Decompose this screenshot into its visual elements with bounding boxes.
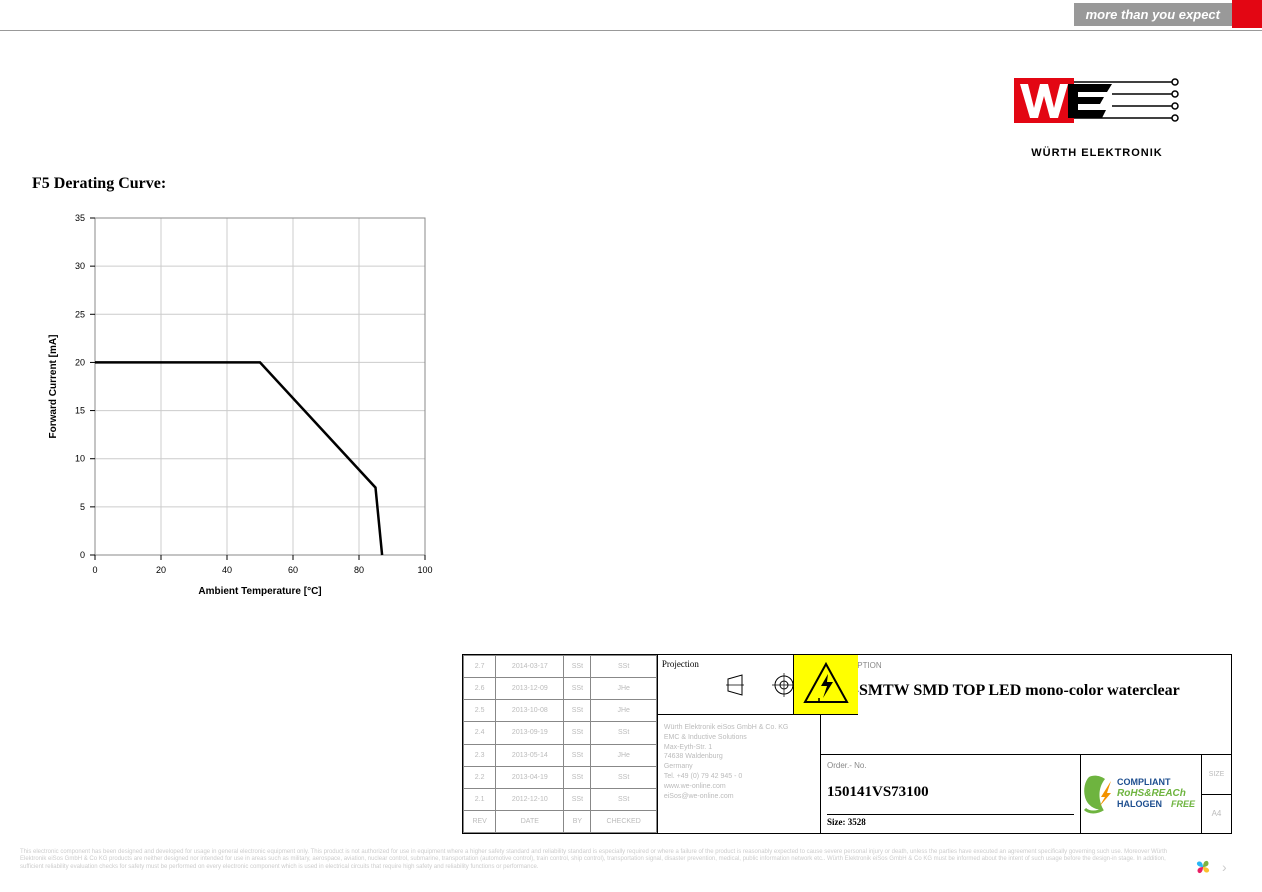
derating-chart: 0 20 40 60 80 100 0 5 10 15 20 25 30 35 Ambient Temper… bbox=[40, 210, 440, 600]
chart-title: F5 Derating Curve: bbox=[32, 175, 166, 193]
svg-text:80: 80 bbox=[354, 565, 364, 575]
svg-text:100: 100 bbox=[417, 565, 432, 575]
tagline: more than you expect bbox=[1074, 3, 1232, 26]
svg-text:0: 0 bbox=[80, 550, 85, 560]
svg-text:COMPLIANT: COMPLIANT bbox=[1117, 777, 1171, 787]
sheet-size-label: SIZE bbox=[1202, 755, 1231, 795]
svg-text:Forward Current [mA]: Forward Current [mA] bbox=[48, 335, 59, 439]
revision-table: 2.72014-03-17SStSSt2.62013-12-09SStJHe2.… bbox=[463, 655, 658, 833]
svg-text:FREE: FREE bbox=[1171, 799, 1196, 809]
brand-name: WÜRTH ELEKTRONIK bbox=[1012, 147, 1182, 159]
svg-text:40: 40 bbox=[222, 565, 232, 575]
svg-text:Ambient Temperature [°C]: Ambient Temperature [°C] bbox=[198, 586, 321, 597]
description-label: DESCRIPTION bbox=[827, 661, 1225, 670]
compliance-badge-icon: COMPLIANT RoHS&REACh HALOGEN FREE bbox=[1081, 755, 1201, 833]
svg-text:20: 20 bbox=[75, 357, 85, 367]
part-description: WL-SMTW SMD TOP LED mono-color waterclea… bbox=[827, 682, 1225, 700]
viewer-controls[interactable]: › bbox=[1192, 852, 1252, 882]
svg-text:25: 25 bbox=[75, 309, 85, 319]
company-address: Würth Elektronik eiSos GmbH & Co. KG EMC… bbox=[658, 715, 820, 833]
we-logo-icon bbox=[1012, 70, 1182, 140]
top-banner: more than you expect bbox=[1074, 0, 1262, 28]
svg-text:10: 10 bbox=[75, 454, 85, 464]
svg-text:20: 20 bbox=[156, 565, 166, 575]
pinwheel-icon bbox=[1192, 856, 1214, 878]
package-size: Size: 3528 bbox=[827, 814, 1074, 827]
title-block: 2.72014-03-17SStSSt2.62013-12-09SStJHe2.… bbox=[462, 654, 1232, 834]
brand-logo: WÜRTH ELEKTRONIK bbox=[1012, 70, 1182, 159]
horizontal-rule bbox=[0, 30, 1262, 31]
svg-text:RoHS&REACh: RoHS&REACh bbox=[1117, 788, 1186, 799]
esd-warning-icon bbox=[793, 655, 858, 715]
sheet-size-value: A4 bbox=[1202, 795, 1231, 834]
chevron-right-icon[interactable]: › bbox=[1222, 859, 1227, 875]
disclaimer-text: This electronic component has been desig… bbox=[20, 849, 1172, 872]
svg-text:35: 35 bbox=[75, 213, 85, 223]
svg-text:HALOGEN: HALOGEN bbox=[1117, 799, 1162, 809]
svg-text:5: 5 bbox=[80, 502, 85, 512]
svg-text:15: 15 bbox=[75, 406, 85, 416]
svg-text:60: 60 bbox=[288, 565, 298, 575]
svg-text:0: 0 bbox=[92, 565, 97, 575]
projection-label: Projection bbox=[658, 655, 703, 714]
svg-text:30: 30 bbox=[75, 261, 85, 271]
red-accent-block bbox=[1232, 0, 1262, 28]
order-number: 150141VS73100 bbox=[827, 784, 1074, 801]
order-number-label: Order.- No. bbox=[827, 761, 1074, 770]
